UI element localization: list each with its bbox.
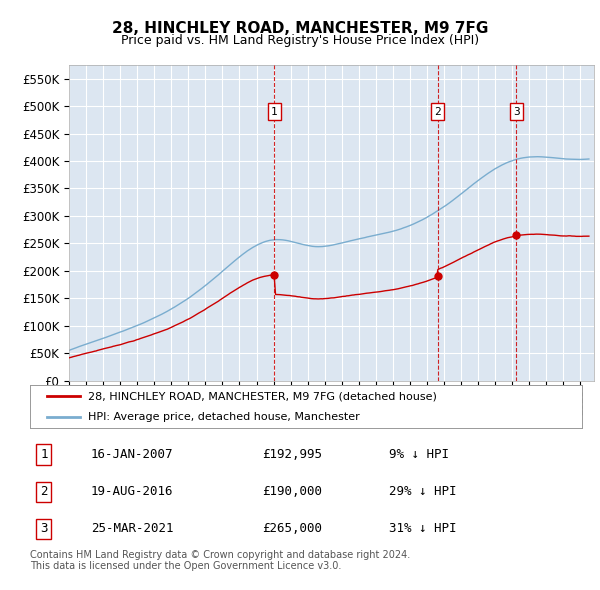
Text: 1: 1 — [40, 448, 47, 461]
Text: Contains HM Land Registry data © Crown copyright and database right 2024.
This d: Contains HM Land Registry data © Crown c… — [30, 550, 410, 572]
Text: 19-AUG-2016: 19-AUG-2016 — [91, 486, 173, 499]
Text: 16-JAN-2007: 16-JAN-2007 — [91, 448, 173, 461]
Text: 28, HINCHLEY ROAD, MANCHESTER, M9 7FG (detached house): 28, HINCHLEY ROAD, MANCHESTER, M9 7FG (d… — [88, 391, 437, 401]
Text: £192,995: £192,995 — [262, 448, 322, 461]
Text: 2: 2 — [40, 486, 47, 499]
Text: 9% ↓ HPI: 9% ↓ HPI — [389, 448, 449, 461]
Text: 1: 1 — [271, 107, 278, 117]
Text: 28, HINCHLEY ROAD, MANCHESTER, M9 7FG: 28, HINCHLEY ROAD, MANCHESTER, M9 7FG — [112, 21, 488, 35]
Text: 2: 2 — [434, 107, 441, 117]
Text: £265,000: £265,000 — [262, 522, 322, 536]
Text: 3: 3 — [513, 107, 520, 117]
Text: 25-MAR-2021: 25-MAR-2021 — [91, 522, 173, 536]
Text: 31% ↓ HPI: 31% ↓ HPI — [389, 522, 457, 536]
Text: HPI: Average price, detached house, Manchester: HPI: Average price, detached house, Manc… — [88, 412, 360, 422]
Text: 3: 3 — [40, 522, 47, 536]
Text: £190,000: £190,000 — [262, 486, 322, 499]
Text: 29% ↓ HPI: 29% ↓ HPI — [389, 486, 457, 499]
Text: Price paid vs. HM Land Registry's House Price Index (HPI): Price paid vs. HM Land Registry's House … — [121, 34, 479, 47]
